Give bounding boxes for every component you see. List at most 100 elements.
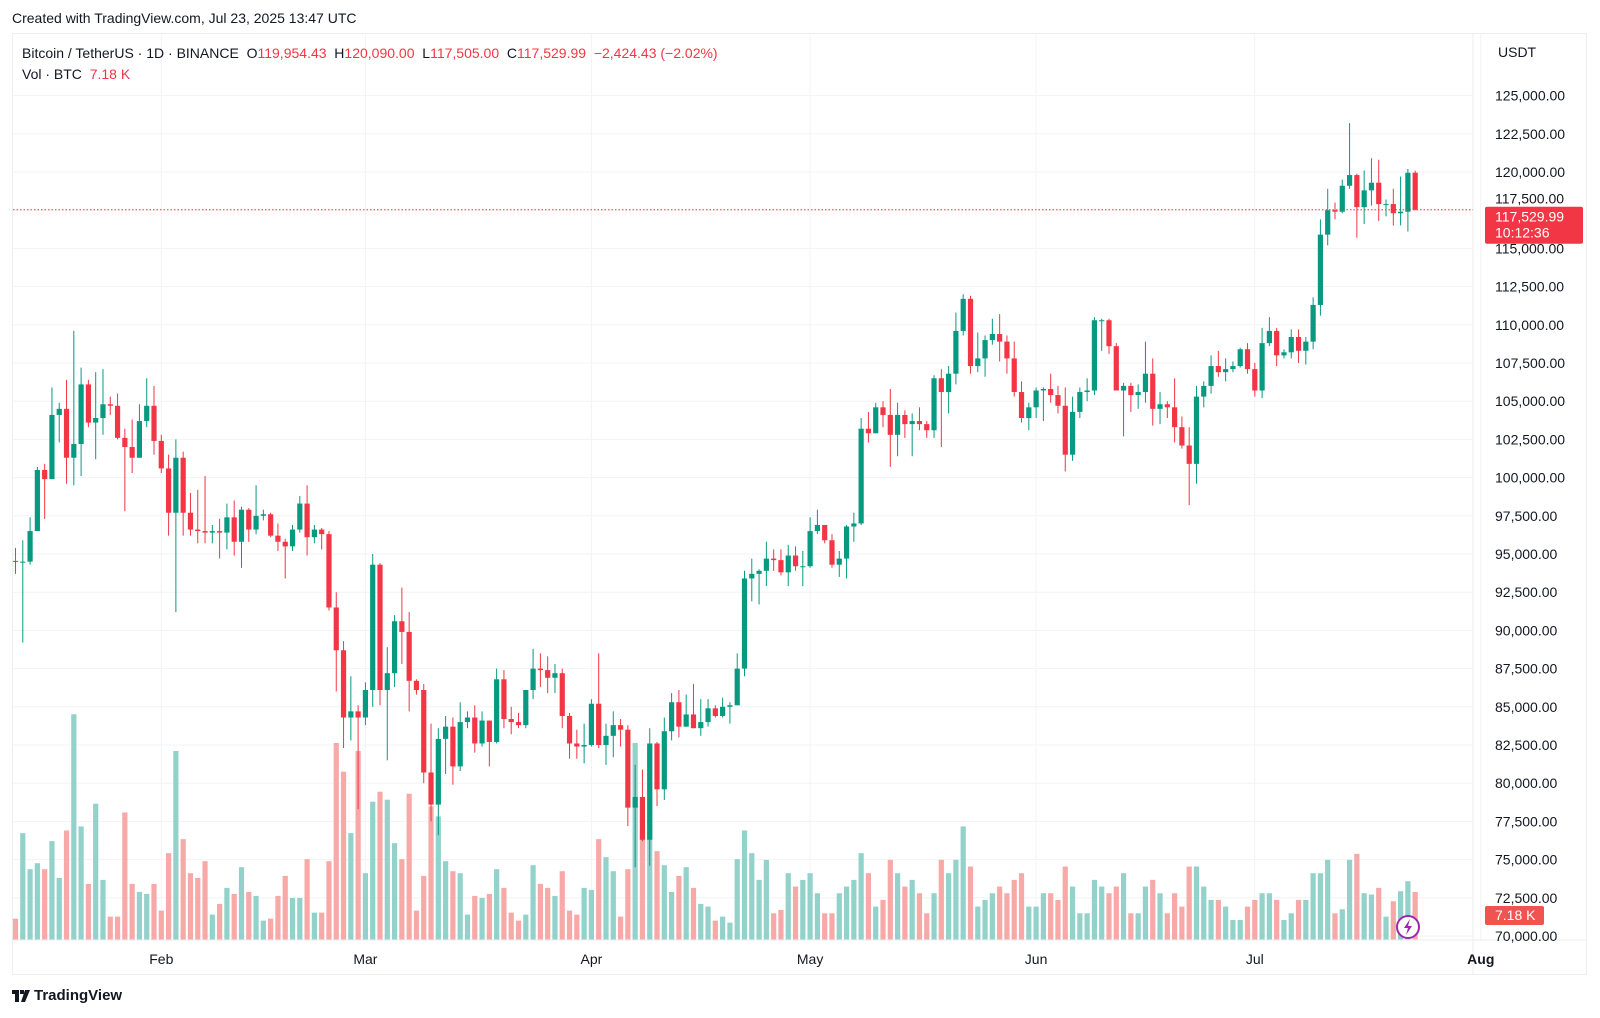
candle[interactable] — [785, 544, 791, 587]
candle[interactable] — [63, 379, 70, 484]
candle[interactable] — [1142, 341, 1149, 403]
candle[interactable] — [617, 719, 624, 747]
currency-selector[interactable]: USDT — [1498, 44, 1537, 60]
time-axis[interactable]: Feb Mar Apr May Jun Jul Aug — [149, 951, 1494, 967]
candle[interactable] — [1244, 343, 1251, 374]
candle[interactable] — [100, 369, 106, 435]
candle[interactable] — [1332, 202, 1338, 220]
candle[interactable] — [931, 375, 937, 438]
candle[interactable] — [829, 534, 835, 568]
candle[interactable] — [843, 524, 850, 579]
candle[interactable] — [1128, 382, 1134, 412]
candle[interactable] — [1215, 350, 1221, 377]
candle[interactable] — [836, 550, 842, 577]
candle[interactable] — [377, 563, 383, 706]
candle[interactable] — [122, 428, 128, 512]
candle[interactable] — [231, 500, 237, 556]
candle[interactable] — [1376, 159, 1382, 221]
candle[interactable] — [27, 517, 33, 565]
candle[interactable] — [1303, 337, 1309, 365]
candle[interactable] — [384, 647, 390, 761]
candle[interactable] — [610, 711, 616, 758]
candle[interactable] — [297, 495, 303, 533]
candle[interactable] — [639, 769, 646, 842]
candle[interactable] — [537, 653, 543, 687]
candle[interactable] — [946, 366, 952, 414]
candle[interactable] — [260, 509, 266, 521]
candle[interactable] — [1040, 387, 1046, 422]
candle[interactable] — [581, 723, 587, 764]
candle[interactable] — [967, 295, 974, 374]
candle[interactable] — [333, 592, 339, 692]
candle[interactable] — [406, 612, 412, 712]
candle[interactable] — [494, 668, 500, 744]
candle[interactable] — [12, 547, 19, 574]
candle[interactable] — [778, 549, 784, 576]
candle[interactable] — [114, 393, 121, 440]
candle[interactable] — [1354, 173, 1360, 238]
candle[interactable] — [355, 705, 361, 810]
candle[interactable] — [268, 512, 274, 538]
candle[interactable] — [144, 378, 150, 428]
candle[interactable] — [443, 715, 449, 775]
candle[interactable] — [180, 451, 186, 536]
candle[interactable] — [275, 523, 281, 551]
candle[interactable] — [326, 531, 332, 611]
candle[interactable] — [1084, 378, 1090, 402]
candle[interactable] — [800, 550, 806, 587]
lightning-icon[interactable] — [1396, 915, 1420, 939]
candle[interactable] — [1099, 318, 1105, 351]
candle[interactable] — [136, 404, 143, 458]
candle[interactable] — [530, 648, 536, 700]
candle[interactable] — [224, 503, 230, 550]
candle[interactable] — [391, 615, 398, 687]
candle[interactable] — [71, 330, 77, 486]
candle[interactable] — [238, 506, 245, 568]
candle[interactable] — [1172, 378, 1178, 443]
candle[interactable] — [1026, 402, 1032, 431]
candle[interactable] — [982, 335, 988, 377]
candle[interactable] — [1405, 168, 1411, 232]
symbol-name[interactable]: Bitcoin / TetherUS · 1D · BINANCE — [22, 45, 239, 61]
candle[interactable] — [1295, 329, 1302, 363]
candle[interactable] — [253, 485, 259, 535]
candle[interactable] — [85, 379, 91, 428]
candle[interactable] — [632, 764, 638, 868]
candle[interactable] — [1077, 387, 1083, 419]
candle[interactable] — [1390, 188, 1396, 226]
candle[interactable] — [1062, 387, 1068, 472]
candle[interactable] — [771, 549, 777, 571]
candle[interactable] — [187, 492, 194, 536]
candle[interactable] — [78, 367, 84, 477]
candle[interactable] — [792, 546, 799, 571]
candle[interactable] — [428, 723, 434, 822]
candle[interactable] — [399, 587, 405, 665]
candle[interactable] — [1048, 373, 1054, 403]
candle[interactable] — [1361, 170, 1367, 224]
candle[interactable] — [1310, 297, 1316, 350]
candle[interactable] — [566, 712, 573, 759]
candle[interactable] — [1120, 382, 1127, 437]
candle[interactable] — [42, 463, 48, 519]
candle[interactable] — [217, 518, 223, 559]
candle[interactable] — [340, 641, 347, 749]
candle[interactable] — [858, 418, 864, 525]
candle[interactable] — [129, 419, 135, 474]
candle[interactable] — [997, 314, 1003, 362]
candle[interactable] — [1281, 349, 1287, 359]
candle[interactable] — [20, 540, 26, 643]
candle[interactable] — [822, 524, 828, 544]
candle[interactable] — [1011, 341, 1017, 397]
candle[interactable] — [304, 485, 310, 556]
candle[interactable] — [1113, 343, 1119, 391]
candle[interactable] — [282, 538, 288, 579]
candle[interactable] — [1018, 381, 1025, 423]
candle[interactable] — [1106, 318, 1112, 354]
candle[interactable] — [909, 413, 915, 457]
candle[interactable] — [1091, 317, 1098, 396]
candle[interactable] — [413, 679, 420, 695]
candle[interactable] — [552, 664, 558, 694]
candle[interactable] — [479, 711, 485, 747]
candle[interactable] — [209, 524, 215, 544]
candle[interactable] — [523, 689, 529, 729]
